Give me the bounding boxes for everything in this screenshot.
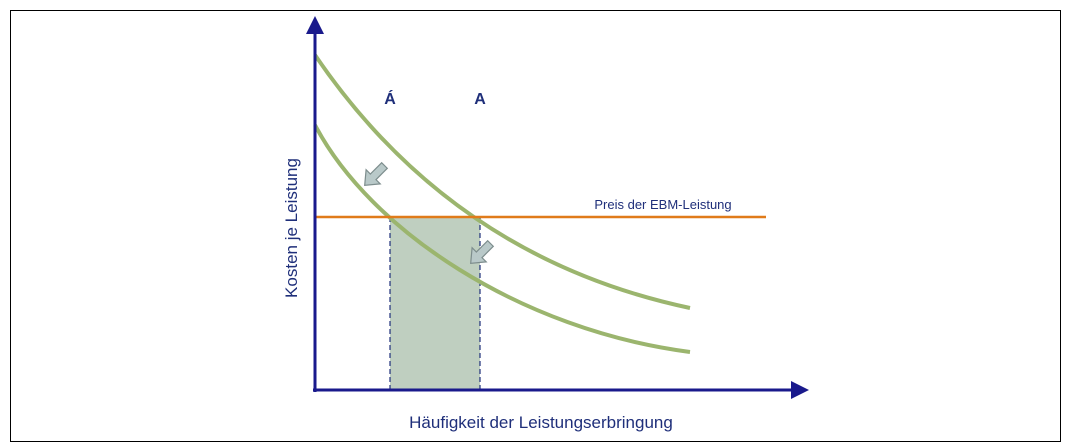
y-axis-label: Kosten je Leistung xyxy=(282,158,301,298)
x-axis-label: Häufigkeit der Leistungserbringung xyxy=(409,413,673,432)
frame xyxy=(10,10,1061,442)
shaded-area xyxy=(390,217,480,390)
cost-curve-lower xyxy=(313,124,691,354)
point-label: A xyxy=(474,91,486,108)
x-axis-arrow xyxy=(791,381,809,399)
cost-curve-upper xyxy=(313,53,691,310)
y-axis-arrow xyxy=(306,16,324,34)
shift-arrow xyxy=(470,239,495,264)
point-label: Á xyxy=(384,89,396,108)
price-label: Preis der EBM-Leistung xyxy=(594,197,731,212)
shift-arrow xyxy=(364,161,389,186)
